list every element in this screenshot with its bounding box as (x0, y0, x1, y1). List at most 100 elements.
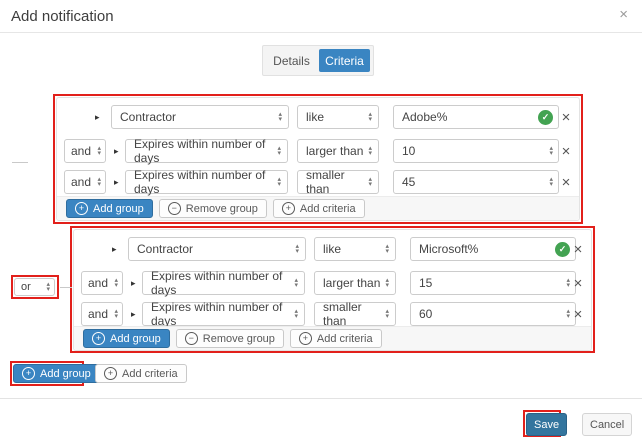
operator-select[interactable]: larger than ▴ ▾ (314, 271, 396, 295)
value-input-wrap: ✓ (410, 237, 576, 261)
number-spinner-icon[interactable]: ▴ ▾ (566, 308, 570, 320)
value-input[interactable] (413, 242, 555, 256)
expander-icon[interactable]: ▸ (114, 146, 119, 156)
operator-select[interactable]: smaller than ▴ ▾ (314, 300, 396, 328)
select-stepper-icon: ▴ ▾ (368, 145, 372, 157)
select-stepper-icon: ▴ ▾ (114, 308, 118, 320)
save-button[interactable]: Save (526, 413, 568, 436)
select-stepper-icon: ▴ ▾ (277, 176, 281, 188)
number-value-input[interactable] (396, 144, 550, 158)
select-stepper-icon: ▴ ▾ (368, 176, 372, 188)
valid-check-icon: ✓ (555, 241, 570, 257)
bool-operator-select[interactable]: and ▴ ▾ (81, 302, 123, 326)
or-connector-line (60, 287, 72, 288)
number-input-wrap: ▴▾ (393, 170, 559, 194)
select-stepper-icon: ▴ ▾ (294, 277, 298, 289)
select-stepper-icon: ▴ ▾ (368, 111, 372, 123)
field-select[interactable]: Expires within number of days ▴ ▾ (142, 300, 305, 328)
number-spinner-icon[interactable]: ▴ ▾ (549, 176, 553, 188)
field-select[interactable]: Contractor ▴ ▾ (111, 105, 289, 129)
plus-circle-icon: + (92, 332, 105, 345)
field-select[interactable]: Contractor ▴ ▾ (128, 237, 306, 261)
bool-operator-select[interactable]: and ▴ ▾ (64, 139, 106, 163)
remove-criteria-button[interactable]: × (573, 240, 583, 258)
operator-select[interactable]: larger than ▴ ▾ (297, 139, 379, 163)
expander-icon[interactable]: ▸ (131, 309, 136, 319)
group-bool-operator-select[interactable]: or ▴ ▾ (14, 278, 55, 296)
add-criteria-button[interactable]: + Add criteria (289, 329, 382, 348)
header-divider (0, 32, 642, 33)
tab-criteria[interactable]: Criteria (319, 49, 370, 72)
field-select[interactable]: Expires within number of days ▴ ▾ (125, 168, 288, 196)
select-stepper-icon: ▴ ▾ (295, 243, 299, 255)
number-input-wrap: ▴▾ (410, 302, 576, 326)
minus-circle-icon: − (184, 332, 198, 345)
bool-operator-select[interactable]: and ▴ ▾ (81, 271, 123, 295)
criteria-group: ▸ Contractor ▴▾ like ▴▾ ✓ × and ▴▾ ▸ Exp… (73, 229, 592, 351)
group-footer: + Add group − Remove group + Add criteri… (74, 326, 591, 350)
plus-circle-icon: + (75, 202, 88, 215)
close-icon[interactable]: × (619, 6, 628, 23)
criteria-group: ▸ Contractor ▴▾ like ▴▾ ✓ × and ▴▾ ▸ Exp… (56, 97, 580, 221)
expander-icon[interactable]: ▸ (114, 177, 119, 187)
tab-bar: Details Criteria (262, 45, 374, 76)
group-connector-line (12, 162, 28, 163)
value-input[interactable] (396, 110, 538, 124)
operator-select[interactable]: like ▴ ▾ (314, 237, 396, 261)
remove-group-button[interactable]: − Remove group (158, 199, 267, 218)
select-stepper-icon: ▴ ▾ (385, 277, 389, 289)
expander-icon[interactable]: ▸ (131, 278, 136, 288)
operator-select[interactable]: smaller than ▴ ▾ (297, 168, 379, 196)
valid-check-icon: ✓ (538, 109, 553, 125)
select-stepper-icon: ▴ ▾ (294, 308, 298, 320)
select-stepper-icon: ▴ ▾ (97, 176, 101, 188)
number-spinner-icon[interactable]: ▴ ▾ (566, 277, 570, 289)
number-value-input[interactable] (413, 276, 567, 290)
criteria-row: and ▴ ▾ ▸ Expires within number of days ▴… (57, 168, 579, 196)
plus-circle-icon: + (281, 202, 295, 215)
number-value-input[interactable] (413, 307, 567, 321)
criteria-row: and ▴ ▾ ▸ Expires within number of days ▴… (57, 137, 579, 165)
expander-icon[interactable]: ▸ (95, 112, 100, 122)
group-bool-operator-value: or (21, 281, 31, 293)
plus-circle-icon: + (298, 332, 312, 345)
criteria-row: and ▴ ▾ ▸ Expires within number of days ▴… (74, 300, 591, 328)
criteria-row: ▸ Contractor ▴▾ like ▴▾ ✓ × (57, 105, 579, 129)
add-criteria-button[interactable]: + Add criteria (95, 364, 187, 383)
number-input-wrap: ▴▾ (410, 271, 576, 295)
plus-circle-icon: + (22, 367, 35, 380)
cancel-button[interactable]: Cancel (582, 413, 633, 436)
criteria-row: and ▴ ▾ ▸ Expires within number of days ▴… (74, 269, 591, 297)
number-value-input[interactable] (396, 175, 550, 189)
add-criteria-button[interactable]: + Add criteria (272, 199, 365, 218)
select-stepper-icon: ▴ ▾ (385, 243, 389, 255)
select-stepper-icon: ▴ ▾ (114, 277, 118, 289)
remove-criteria-button[interactable]: × (561, 142, 571, 160)
tab-details[interactable]: Details (273, 53, 310, 68)
remove-group-button[interactable]: − Remove group (175, 329, 284, 348)
minus-circle-icon: − (167, 202, 181, 215)
plus-circle-icon: + (104, 367, 117, 380)
remove-criteria-button[interactable]: × (573, 274, 583, 292)
group-footer: + Add group − Remove group + Add criteri… (57, 196, 579, 220)
add-group-button[interactable]: + Add group (66, 199, 153, 218)
select-stepper-icon: ▴ ▾ (278, 111, 282, 123)
field-select[interactable]: Expires within number of days ▴ ▾ (142, 269, 305, 297)
remove-criteria-button[interactable]: × (561, 173, 571, 191)
select-stepper-icon: ▴ ▾ (385, 308, 389, 320)
expander-icon[interactable]: ▸ (112, 244, 117, 254)
footer-divider (0, 398, 642, 399)
select-stepper-icon: ▴ ▾ (277, 145, 281, 157)
operator-select[interactable]: like ▴ ▾ (297, 105, 379, 129)
number-spinner-icon[interactable]: ▴ ▾ (549, 145, 553, 157)
remove-criteria-button[interactable]: × (573, 305, 583, 323)
remove-criteria-button[interactable]: × (561, 108, 571, 126)
field-select[interactable]: Expires within number of days ▴ ▾ (125, 137, 288, 165)
select-stepper-icon: ▴ ▾ (97, 145, 101, 157)
bool-operator-select[interactable]: and ▴ ▾ (64, 170, 106, 194)
add-group-button[interactable]: + Add group (83, 329, 170, 348)
add-group-button[interactable]: + Add group (13, 364, 100, 383)
dialog-title: Add notification (11, 8, 114, 25)
number-input-wrap: ▴▾ (393, 139, 559, 163)
